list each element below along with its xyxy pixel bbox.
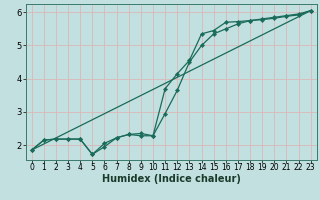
- X-axis label: Humidex (Indice chaleur): Humidex (Indice chaleur): [102, 174, 241, 184]
